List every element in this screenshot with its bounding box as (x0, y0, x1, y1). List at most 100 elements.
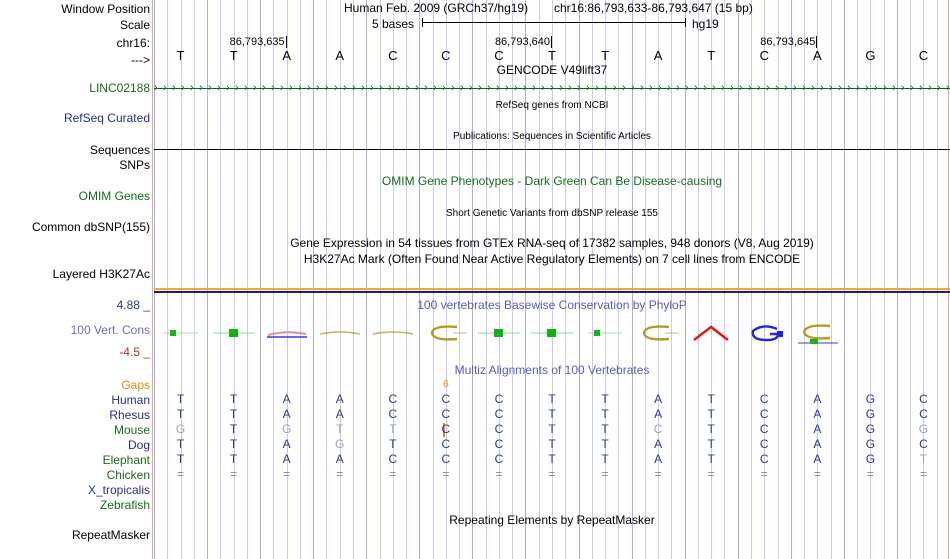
label-refseq-curated[interactable]: RefSeq Curated (63, 111, 150, 125)
reference-base: A (282, 48, 291, 63)
track-title-gtex[interactable]: Gene Expression in 54 tissues from GTEx … (290, 236, 814, 250)
gene-strand-arrow-icon: › (433, 83, 437, 94)
track-title-gencode[interactable]: GENCODE V49lift37 (496, 63, 608, 77)
gene-strand-arrow-icon: › (721, 83, 725, 94)
reference-base: T (707, 48, 716, 63)
grid-line (658, 0, 659, 559)
conservation-glyph[interactable] (264, 318, 310, 348)
gene-strand-arrow-icon: › (532, 83, 536, 94)
grid-line (525, 0, 526, 559)
gene-strand-arrow-icon: › (784, 83, 788, 94)
label-dog[interactable]: Dog (127, 438, 150, 452)
gene-strand-arrow-icon: › (190, 83, 194, 94)
alignment-base-cell: G (918, 422, 929, 436)
alignment-base-cell: C (494, 407, 504, 421)
conservation-glyph[interactable] (688, 318, 734, 348)
conservation-glyph[interactable] (317, 318, 363, 348)
ruler-tick (816, 36, 818, 48)
track-title-phylop[interactable]: 100 vertebrates Basewise Conservation by… (417, 298, 687, 312)
label-rhesus[interactable]: Rhesus (109, 408, 150, 422)
label-omim-genes[interactable]: OMIM Genes (78, 189, 150, 203)
conservation-glyph[interactable] (476, 318, 522, 348)
grid-line (459, 0, 460, 559)
alignment-base-cell: C (388, 407, 398, 421)
label-linc02188[interactable]: LINC02188 (89, 81, 150, 95)
gene-strand-arrow-icon: › (541, 83, 545, 94)
label-zebrafish[interactable]: Zebrafish (99, 498, 150, 512)
track-title-multiz[interactable]: Multiz Alignments of 100 Vertebrates (454, 363, 650, 377)
alignment-base-cell: T (601, 452, 609, 466)
conservation-glyph[interactable] (741, 318, 787, 348)
alignment-gap-cell: = (336, 467, 344, 481)
grid-line (366, 0, 367, 559)
conservation-glyph[interactable] (423, 318, 469, 348)
gene-strand-arrow-icon: › (631, 83, 635, 94)
linc02188-gene-track[interactable]: › › › › › › › › › › › › › › › › › › › › › › › › › › › › › › › › › › › › › › › ›… (154, 83, 950, 94)
label-human[interactable]: Human (111, 393, 150, 407)
alignment-base-cell: C (494, 452, 504, 466)
conservation-glyph[interactable] (794, 318, 840, 348)
conservation-glyph[interactable] (158, 318, 204, 348)
conservation-glyph[interactable] (635, 318, 681, 348)
gene-strand-arrow-icon: › (595, 83, 599, 94)
track-title-dbsnp[interactable]: Short Genetic Variants from dbSNP releas… (446, 208, 658, 219)
alignment-base-cell: T (176, 437, 185, 451)
gene-strand-arrow-icon: › (577, 83, 581, 94)
alignment-base-cell: C (494, 437, 504, 451)
label-layered-h3k27ac[interactable]: Layered H3K27Ac (52, 267, 150, 281)
grid-line (937, 0, 938, 559)
grid-line (260, 0, 261, 559)
alignment-gap-cell: = (548, 467, 556, 481)
grid-line (380, 0, 381, 559)
grid-line (406, 0, 407, 559)
track-canvas[interactable]: Human Feb. 2009 (GRCh37/hg19) chr16:86,7… (154, 0, 950, 559)
grid-line (671, 0, 672, 559)
grid-line (724, 0, 725, 559)
alignment-base-cell: C (653, 422, 663, 436)
conservation-glyph[interactable] (370, 318, 416, 348)
alignment-base-cell: A (813, 407, 822, 421)
alignment-base-cell: C (388, 392, 398, 406)
track-title-publications[interactable]: Publications: Sequences in Scientific Ar… (453, 131, 651, 142)
grid-line (273, 0, 274, 559)
conservation-glyph[interactable] (211, 318, 257, 348)
grid-line (698, 0, 699, 559)
alignment-base-cell: G (865, 437, 876, 451)
grid-line (433, 0, 434, 559)
alignment-gap-cell: = (919, 467, 927, 481)
track-title-refseq[interactable]: RefSeq genes from NCBI (495, 100, 609, 111)
label-common-dbsnp[interactable]: Common dbSNP(155) (31, 220, 150, 234)
ruler-tick (551, 36, 552, 48)
reference-base: T (176, 48, 185, 63)
reference-base: A (812, 48, 822, 63)
label-100-vert-cons[interactable]: 100 Vert. Cons (70, 323, 150, 337)
label-elephant[interactable]: Elephant (102, 453, 150, 467)
conservation-glyph[interactable] (582, 318, 628, 348)
label-chicken[interactable]: Chicken (106, 468, 150, 482)
label-x-tropicalis[interactable]: X_tropicalis (87, 483, 150, 497)
gene-strand-arrow-icon: › (757, 83, 761, 94)
alignment-base-cell: T (176, 392, 185, 406)
alignment-base-cell: A (813, 437, 822, 451)
conservation-glyph[interactable] (529, 318, 575, 348)
gene-strand-arrow-icon: › (649, 83, 653, 94)
track-title-repeats[interactable]: Repeating Elements by RepeatMasker (449, 513, 655, 527)
gene-strand-arrow-icon: › (154, 83, 158, 94)
label-repeatmasker[interactable]: RepeatMasker (71, 528, 150, 542)
reference-base: T (601, 48, 610, 63)
alignment-base-cell: C (759, 392, 769, 406)
alignment-base-cell: A (813, 452, 822, 466)
label-mouse[interactable]: Mouse (113, 423, 150, 437)
alignment-base-cell: C (759, 407, 769, 421)
grid-line (592, 0, 593, 559)
label-snps[interactable]: SNPs (119, 158, 150, 172)
label-sequences[interactable]: Sequences (89, 143, 150, 157)
track-title-omim[interactable]: OMIM Gene Phenotypes - Dark Green Can Be… (381, 174, 723, 188)
alignment-base-cell: G (175, 422, 186, 436)
grid-line (685, 0, 686, 559)
track-title-h3k27ac[interactable]: H3K27Ac Mark (Often Found Near Active Re… (303, 252, 801, 266)
grid-line (857, 0, 858, 559)
grid-line (751, 0, 752, 559)
grid-line (804, 0, 805, 559)
gene-strand-arrow-icon: › (334, 83, 338, 94)
